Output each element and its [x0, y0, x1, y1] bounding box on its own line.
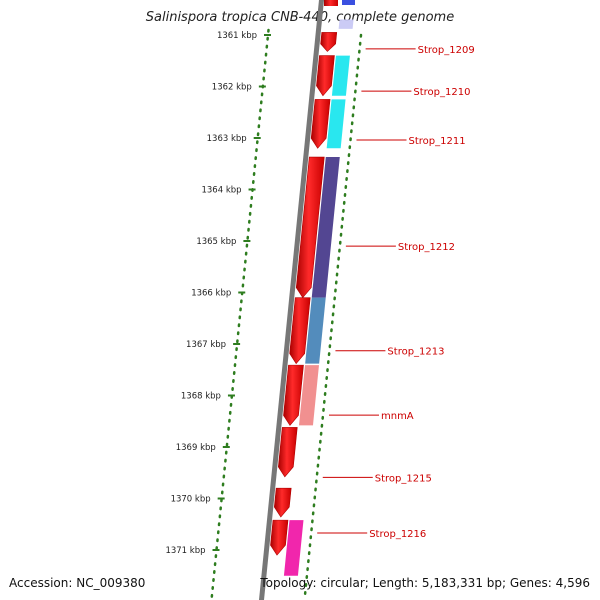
genome-summary-text: Topology: circular; Length: 5,183,331 bp…	[260, 576, 590, 590]
genome-backbone	[258, 0, 325, 600]
scale-ruler: 1361 kbp 1362 kbp 1363 kbp 1364 kbp 1365 kbp…	[165, 28, 363, 600]
cog-block	[326, 99, 346, 149]
scale-tick-label: 1368 kbp	[181, 392, 221, 402]
scale-tick-label: 1370 kbp	[171, 495, 211, 505]
feature-dotted-line	[303, 33, 363, 600]
scale-tick-label: 1365 kbp	[196, 237, 236, 247]
scale-tick-label: 1364 kbp	[201, 186, 241, 196]
cog-block	[305, 297, 326, 364]
gene-label: Strop_1211	[408, 136, 465, 147]
gene-arrow	[310, 99, 331, 149]
scale-tick-label: 1366 kbp	[191, 289, 231, 299]
cog-block	[338, 19, 354, 29]
scale-tick-label: 1371 kbp	[165, 546, 205, 556]
gene-arrow	[324, 0, 338, 6]
scale-tick-label: 1367 kbp	[186, 340, 226, 350]
gene-arrow	[289, 297, 311, 365]
gene-arrow	[320, 32, 338, 52]
gene-label: Strop_1216	[369, 529, 426, 540]
gene-arrow	[278, 427, 298, 478]
scale-tick-label: 1369 kbp	[176, 443, 216, 453]
cog-block	[342, 0, 355, 5]
cog-block	[311, 157, 340, 298]
gene-label: Strop_1209	[418, 45, 475, 56]
gene-arrow	[316, 55, 335, 97]
gene-label: Strop_1213	[387, 347, 444, 358]
gene-arrow	[283, 364, 304, 426]
gene-label: Strop_1210	[413, 87, 470, 98]
accession-text: Accession: NC_009380	[9, 576, 146, 590]
gene-arrow	[273, 487, 292, 518]
gene-label: mnmA	[381, 411, 414, 422]
cog-block-layer	[258, 0, 355, 600]
cog-block	[331, 55, 350, 96]
gene-arrow	[270, 519, 289, 556]
scale-dotted-line	[210, 28, 270, 600]
gene-label-layer: Strop_1209 Strop_1210 Strop_1211 Strop_1212…	[317, 45, 475, 540]
cog-block	[298, 365, 319, 426]
gene-layer	[270, 0, 338, 556]
gene-label: Strop_1212	[398, 242, 455, 253]
gene-label: Strop_1215	[375, 473, 432, 484]
gene-arrow	[295, 156, 325, 299]
map-title: Salinispora tropica CNB-440, complete ge…	[145, 10, 455, 25]
scale-tick-label: 1361 kbp	[217, 31, 257, 41]
cog-block	[283, 520, 304, 576]
scale-tick-label: 1363 kbp	[207, 134, 247, 144]
scale-tick-label: 1362 kbp	[212, 83, 252, 93]
